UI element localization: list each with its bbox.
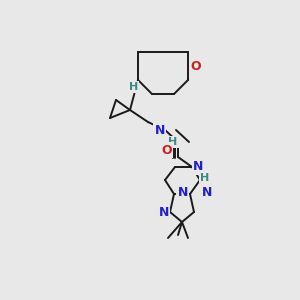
Text: H: H — [200, 173, 209, 183]
Text: H: H — [129, 82, 138, 92]
Text: O: O — [190, 59, 201, 73]
Text: N: N — [193, 160, 203, 173]
Text: N: N — [202, 187, 212, 200]
Text: N: N — [178, 187, 188, 200]
Text: O: O — [161, 143, 172, 157]
Text: N: N — [154, 124, 165, 136]
Text: N: N — [159, 206, 169, 218]
Text: H: H — [168, 137, 177, 147]
